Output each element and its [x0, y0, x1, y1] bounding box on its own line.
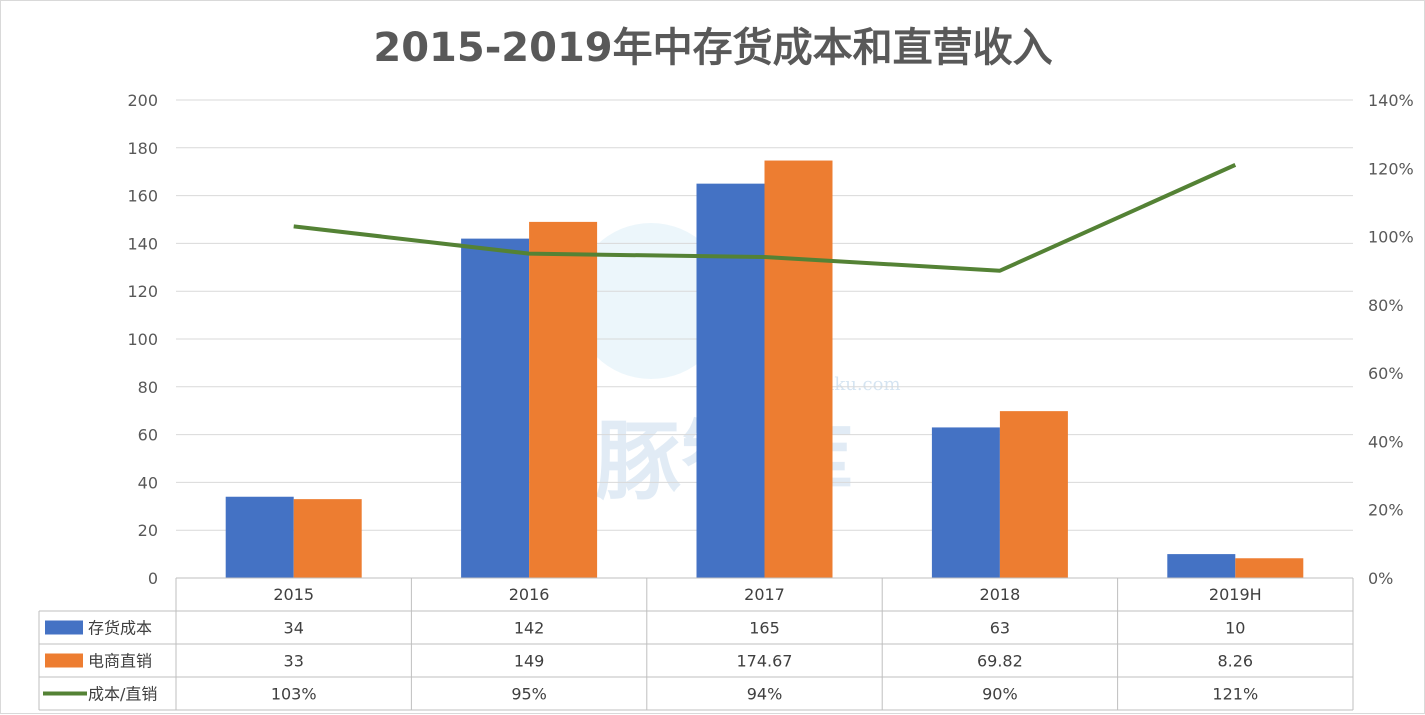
- category-label: 2015: [273, 585, 314, 604]
- bar-电商直销-2019H: [1235, 558, 1304, 578]
- watermark-logo-icon: [573, 223, 729, 379]
- legend-label: 存货成本: [88, 619, 152, 638]
- legend-label: 成本/直销: [88, 685, 157, 704]
- category-label: 2017: [744, 585, 785, 604]
- line-series-成本/直销: [293, 163, 1237, 273]
- table-cell-value: 103%: [271, 685, 317, 704]
- left-tick-label: 200: [127, 91, 158, 110]
- table-cell-value: 121%: [1212, 685, 1258, 704]
- table-cell-value: 34: [284, 619, 304, 638]
- left-tick-label: 140: [127, 234, 158, 253]
- left-tick-label: 20: [138, 521, 158, 540]
- category-label: 2018: [980, 585, 1021, 604]
- right-tick-label: 140%: [1368, 91, 1414, 110]
- bar-电商直销-2018: [999, 411, 1068, 578]
- bar-存货成本-2018: [931, 427, 1000, 578]
- left-tick-label: 40: [138, 473, 158, 492]
- right-tick-label: 20%: [1368, 501, 1404, 520]
- left-tick-label: 80: [138, 378, 158, 397]
- left-axis-ticks: 0 20 40 60 80 100 120 140 160 180 200: [127, 91, 158, 588]
- table-cell-value: 94%: [747, 685, 783, 704]
- left-tick-label: 60: [138, 426, 158, 445]
- table-cell-value: 69.82: [977, 652, 1023, 671]
- left-tick-label: 180: [127, 139, 158, 158]
- legend-label: 电商直销: [88, 652, 152, 671]
- bar-存货成本-2017: [696, 183, 765, 578]
- ratio-line: [293, 163, 1237, 273]
- left-tick-label: 0: [148, 569, 158, 588]
- table-cell-value: 149: [514, 652, 545, 671]
- table-cell-value: 165: [749, 619, 780, 638]
- table-cell-value: 8.26: [1217, 652, 1253, 671]
- bar-电商直销-2016: [529, 221, 598, 578]
- left-tick-label: 120: [127, 282, 158, 301]
- table-cell-value: 95%: [511, 685, 547, 704]
- table-cell-value: 90%: [982, 685, 1018, 704]
- table-cell-value: 10: [1225, 619, 1245, 638]
- bar-存货成本-2016: [461, 238, 530, 578]
- right-tick-label: 0%: [1368, 569, 1393, 588]
- legend-swatch-电商直销: [45, 653, 83, 668]
- chart-title: 2015-2019年中存货成本和直营收入: [373, 25, 1052, 71]
- bar-电商直销-2015: [293, 499, 362, 578]
- right-tick-label: 120%: [1368, 159, 1414, 178]
- data-table: 2015 2016 2017 2018 2019H 存货成本 34 142 165 63 10 电商直…: [38, 577, 1354, 711]
- table-cell-value: 142: [514, 619, 545, 638]
- table-cell-value: 33: [284, 652, 304, 671]
- bar-存货成本-2019H: [1167, 554, 1236, 578]
- table-cell-value: 174.67: [737, 652, 793, 671]
- left-tick-label: 160: [127, 187, 158, 206]
- bars: [225, 160, 1304, 578]
- right-axis-ticks: 0% 20% 40% 60% 80% 100% 120% 140%: [1368, 91, 1414, 588]
- category-label: 2016: [509, 585, 550, 604]
- legend-swatch-存货成本: [45, 620, 83, 635]
- right-tick-label: 80%: [1368, 296, 1404, 315]
- table-cell-value: 63: [990, 619, 1010, 638]
- right-tick-label: 40%: [1368, 432, 1404, 451]
- bar-电商直销-2017: [764, 160, 833, 578]
- right-tick-label: 60%: [1368, 364, 1404, 383]
- right-tick-label: 100%: [1368, 228, 1414, 247]
- category-label: 2019H: [1209, 585, 1262, 604]
- left-tick-label: 100: [127, 330, 158, 349]
- bar-存货成本-2015: [225, 496, 294, 578]
